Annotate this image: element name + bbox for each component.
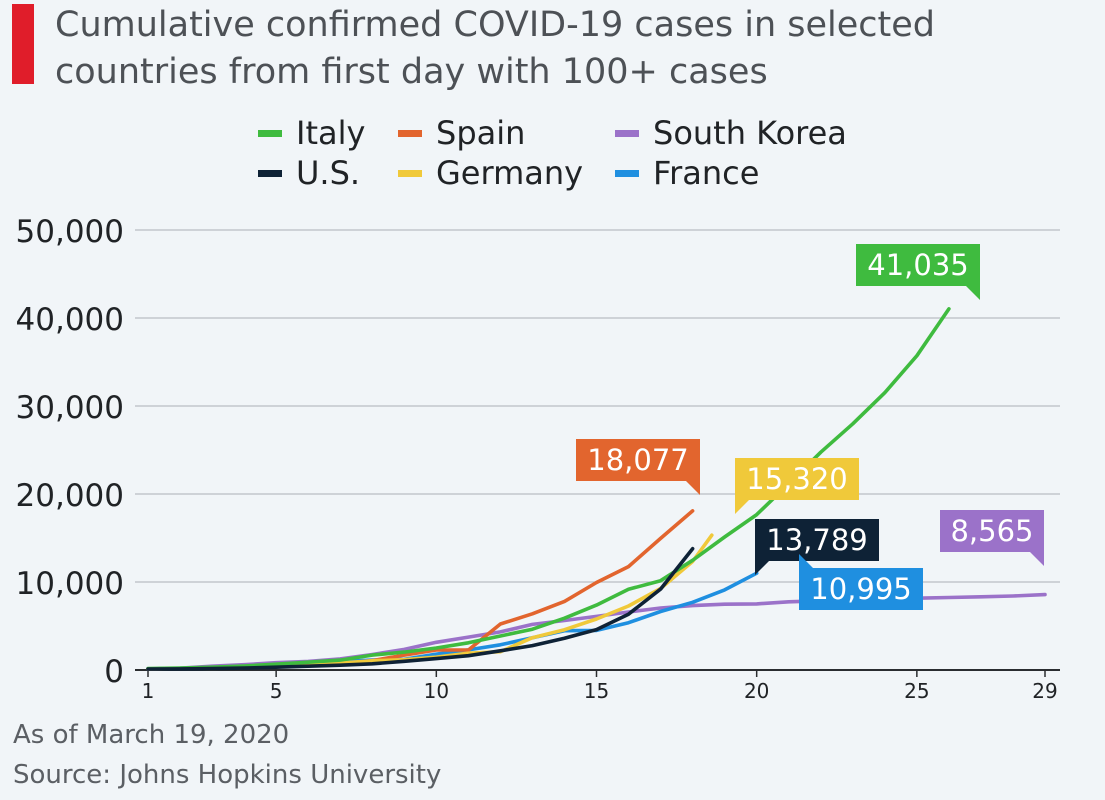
callout-label-u-s-: 13,789 bbox=[766, 523, 867, 557]
y-tick-label: 40,000 bbox=[16, 302, 124, 338]
legend-item-u-s-: U.S. bbox=[258, 154, 360, 192]
legend-item-france: France bbox=[615, 154, 759, 192]
y-tick-label: 10,000 bbox=[16, 566, 124, 602]
callout-label-italy: 41,035 bbox=[867, 248, 968, 282]
legend-swatch-italy bbox=[258, 129, 282, 137]
x-tick-label: 20 bbox=[744, 679, 769, 703]
legend-item-south-korea: South Korea bbox=[615, 114, 847, 152]
y-tick-label: 0 bbox=[104, 654, 124, 690]
callout-box-germany bbox=[735, 458, 859, 514]
legend-swatch-spain bbox=[398, 129, 422, 137]
legend-label-germany: Germany bbox=[436, 154, 584, 192]
legend-label-south-korea: South Korea bbox=[653, 114, 847, 152]
x-tick-label: 5 bbox=[270, 679, 283, 703]
legend-swatch-france bbox=[615, 169, 639, 177]
callout-label-france: 10,995 bbox=[810, 572, 911, 606]
y-tick-label: 30,000 bbox=[16, 390, 124, 426]
series-line-u-s- bbox=[146, 546, 695, 671]
y-tick-label: 20,000 bbox=[16, 478, 124, 514]
legend-label-u-s-: U.S. bbox=[296, 154, 361, 192]
callout-label-germany: 15,320 bbox=[746, 462, 847, 496]
legend-item-italy: Italy bbox=[258, 114, 365, 152]
date-note: As of March 19, 2020 bbox=[13, 720, 290, 750]
legend-label-france: France bbox=[653, 154, 760, 192]
x-tick-label: 1 bbox=[142, 679, 155, 703]
legend-swatch-u-s- bbox=[258, 169, 282, 177]
x-tick-label: 15 bbox=[584, 679, 609, 703]
accent-bar bbox=[12, 4, 34, 84]
callout-label-south-korea: 8,565 bbox=[950, 514, 1033, 548]
legend-label-italy: Italy bbox=[296, 114, 366, 152]
legend-swatch-south-korea bbox=[615, 129, 639, 137]
callout-box-italy bbox=[856, 244, 980, 300]
callout-box-u-s- bbox=[755, 519, 879, 575]
callout-box-south-korea bbox=[940, 510, 1044, 566]
callout-label-spain: 18,077 bbox=[587, 443, 688, 477]
legend-swatch-germany bbox=[398, 169, 422, 177]
x-tick-label: 25 bbox=[904, 679, 929, 703]
x-tick-label: 10 bbox=[424, 679, 449, 703]
y-tick-label: 50,000 bbox=[16, 214, 124, 250]
legend-item-germany: Germany bbox=[398, 154, 583, 192]
series-line-italy bbox=[146, 307, 951, 671]
x-tick-label: 29 bbox=[1032, 679, 1057, 703]
callout-box-france bbox=[799, 554, 923, 610]
legend-item-spain: Spain bbox=[398, 114, 525, 152]
callout-box-spain bbox=[576, 439, 700, 495]
source-note: Source: Johns Hopkins University bbox=[13, 760, 442, 790]
chart-title: Cumulative confirmed COVID-19 cases in s… bbox=[55, 5, 935, 92]
legend-label-spain: Spain bbox=[436, 114, 526, 152]
